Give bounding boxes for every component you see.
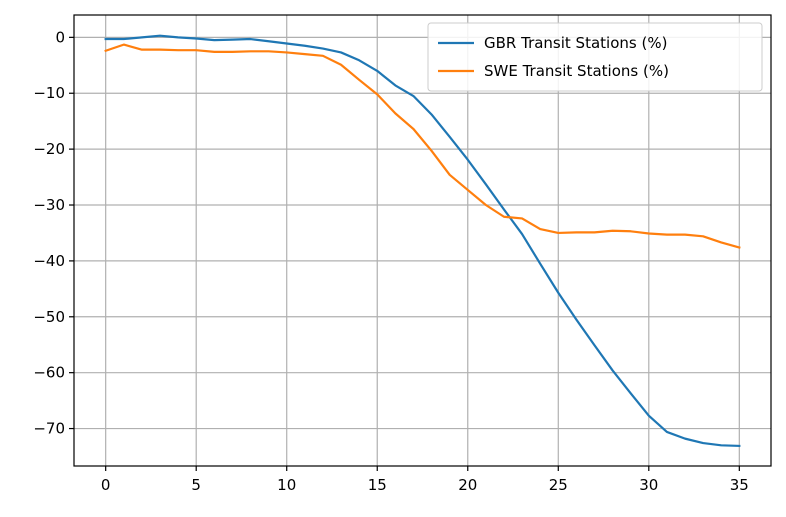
y-tick-label: −20 xyxy=(33,140,65,158)
x-tick-label: 10 xyxy=(277,476,296,494)
series-lines xyxy=(104,34,741,448)
series-line-gbr xyxy=(104,34,741,448)
series-line-swe xyxy=(104,43,741,249)
x-tick-label: 15 xyxy=(368,476,387,494)
y-tick-label: −10 xyxy=(33,84,65,102)
y-tick-label: −40 xyxy=(33,252,65,270)
x-tick-label: 20 xyxy=(458,476,477,494)
legend: GBR Transit Stations (%) SWE Transit Stat… xyxy=(427,22,763,92)
x-tick-label: 25 xyxy=(549,476,568,494)
x-tick-label: 35 xyxy=(730,476,749,494)
x-tick-label: 5 xyxy=(191,476,201,494)
y-tick-label: −60 xyxy=(33,364,65,382)
legend-label: SWE Transit Stations (%) xyxy=(484,62,669,80)
x-tick-label: 0 xyxy=(101,476,111,494)
x-tick-label: 30 xyxy=(639,476,658,494)
y-tick-label: −70 xyxy=(33,420,65,438)
plot-frame xyxy=(73,14,772,467)
y-tick-label: 0 xyxy=(55,28,65,46)
x-axis-ticks: 0 5 10 15 20 25 30 35 xyxy=(101,466,749,494)
legend-box xyxy=(427,22,763,92)
legend-label: GBR Transit Stations (%) xyxy=(484,34,667,52)
y-axis-ticks: 0 −10 −20 −30 −40 −50 −60 −70 xyxy=(33,28,74,438)
y-tick-label: −50 xyxy=(33,308,65,326)
y-tick-label: −30 xyxy=(33,196,65,214)
